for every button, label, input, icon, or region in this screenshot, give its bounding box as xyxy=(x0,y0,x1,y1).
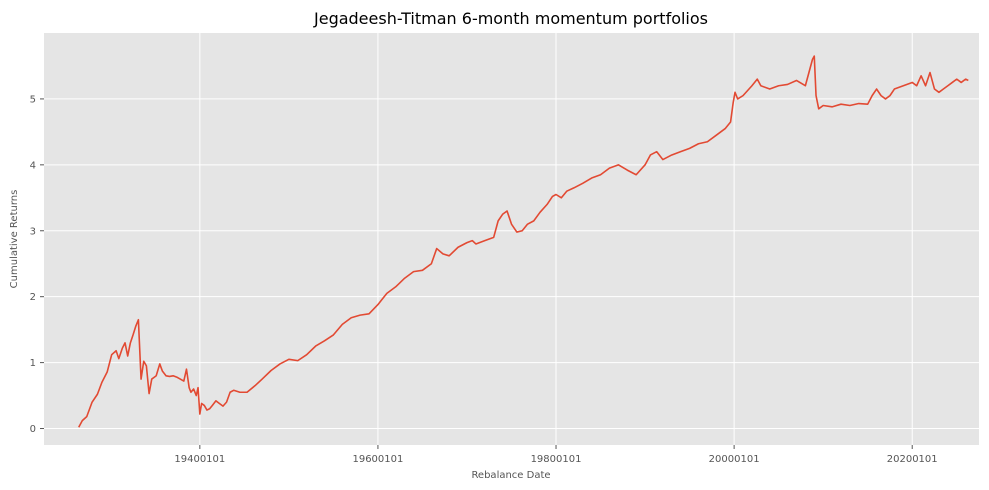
y-axis-label: Cumulative Returns xyxy=(9,190,20,289)
y-tick-label: 5 xyxy=(30,94,36,105)
x-axis-label: Rebalance Date xyxy=(471,470,550,481)
plot-area-background xyxy=(44,33,979,445)
y-tick-label: 1 xyxy=(30,358,36,369)
y-tick-label: 3 xyxy=(30,226,36,237)
x-tick-label: 19600101 xyxy=(352,454,403,465)
series-layer xyxy=(78,55,969,428)
y-tick-label: 0 xyxy=(30,424,36,435)
x-tick-label: 19800101 xyxy=(531,454,582,465)
chart-title: Jegadeesh-Titman 6-month momentum portfo… xyxy=(313,9,708,28)
cumulative-returns-line xyxy=(78,55,969,428)
grid-lines xyxy=(44,33,979,445)
y-tick-label: 4 xyxy=(30,160,36,171)
x-tick-label: 20000101 xyxy=(709,454,760,465)
tick-labels: 19400101 19600101 19800101 20000101 20200101… xyxy=(30,94,938,465)
x-tick-label: 20200101 xyxy=(887,454,938,465)
y-tick-label: 2 xyxy=(30,292,36,303)
x-tick-label: 19400101 xyxy=(174,454,225,465)
